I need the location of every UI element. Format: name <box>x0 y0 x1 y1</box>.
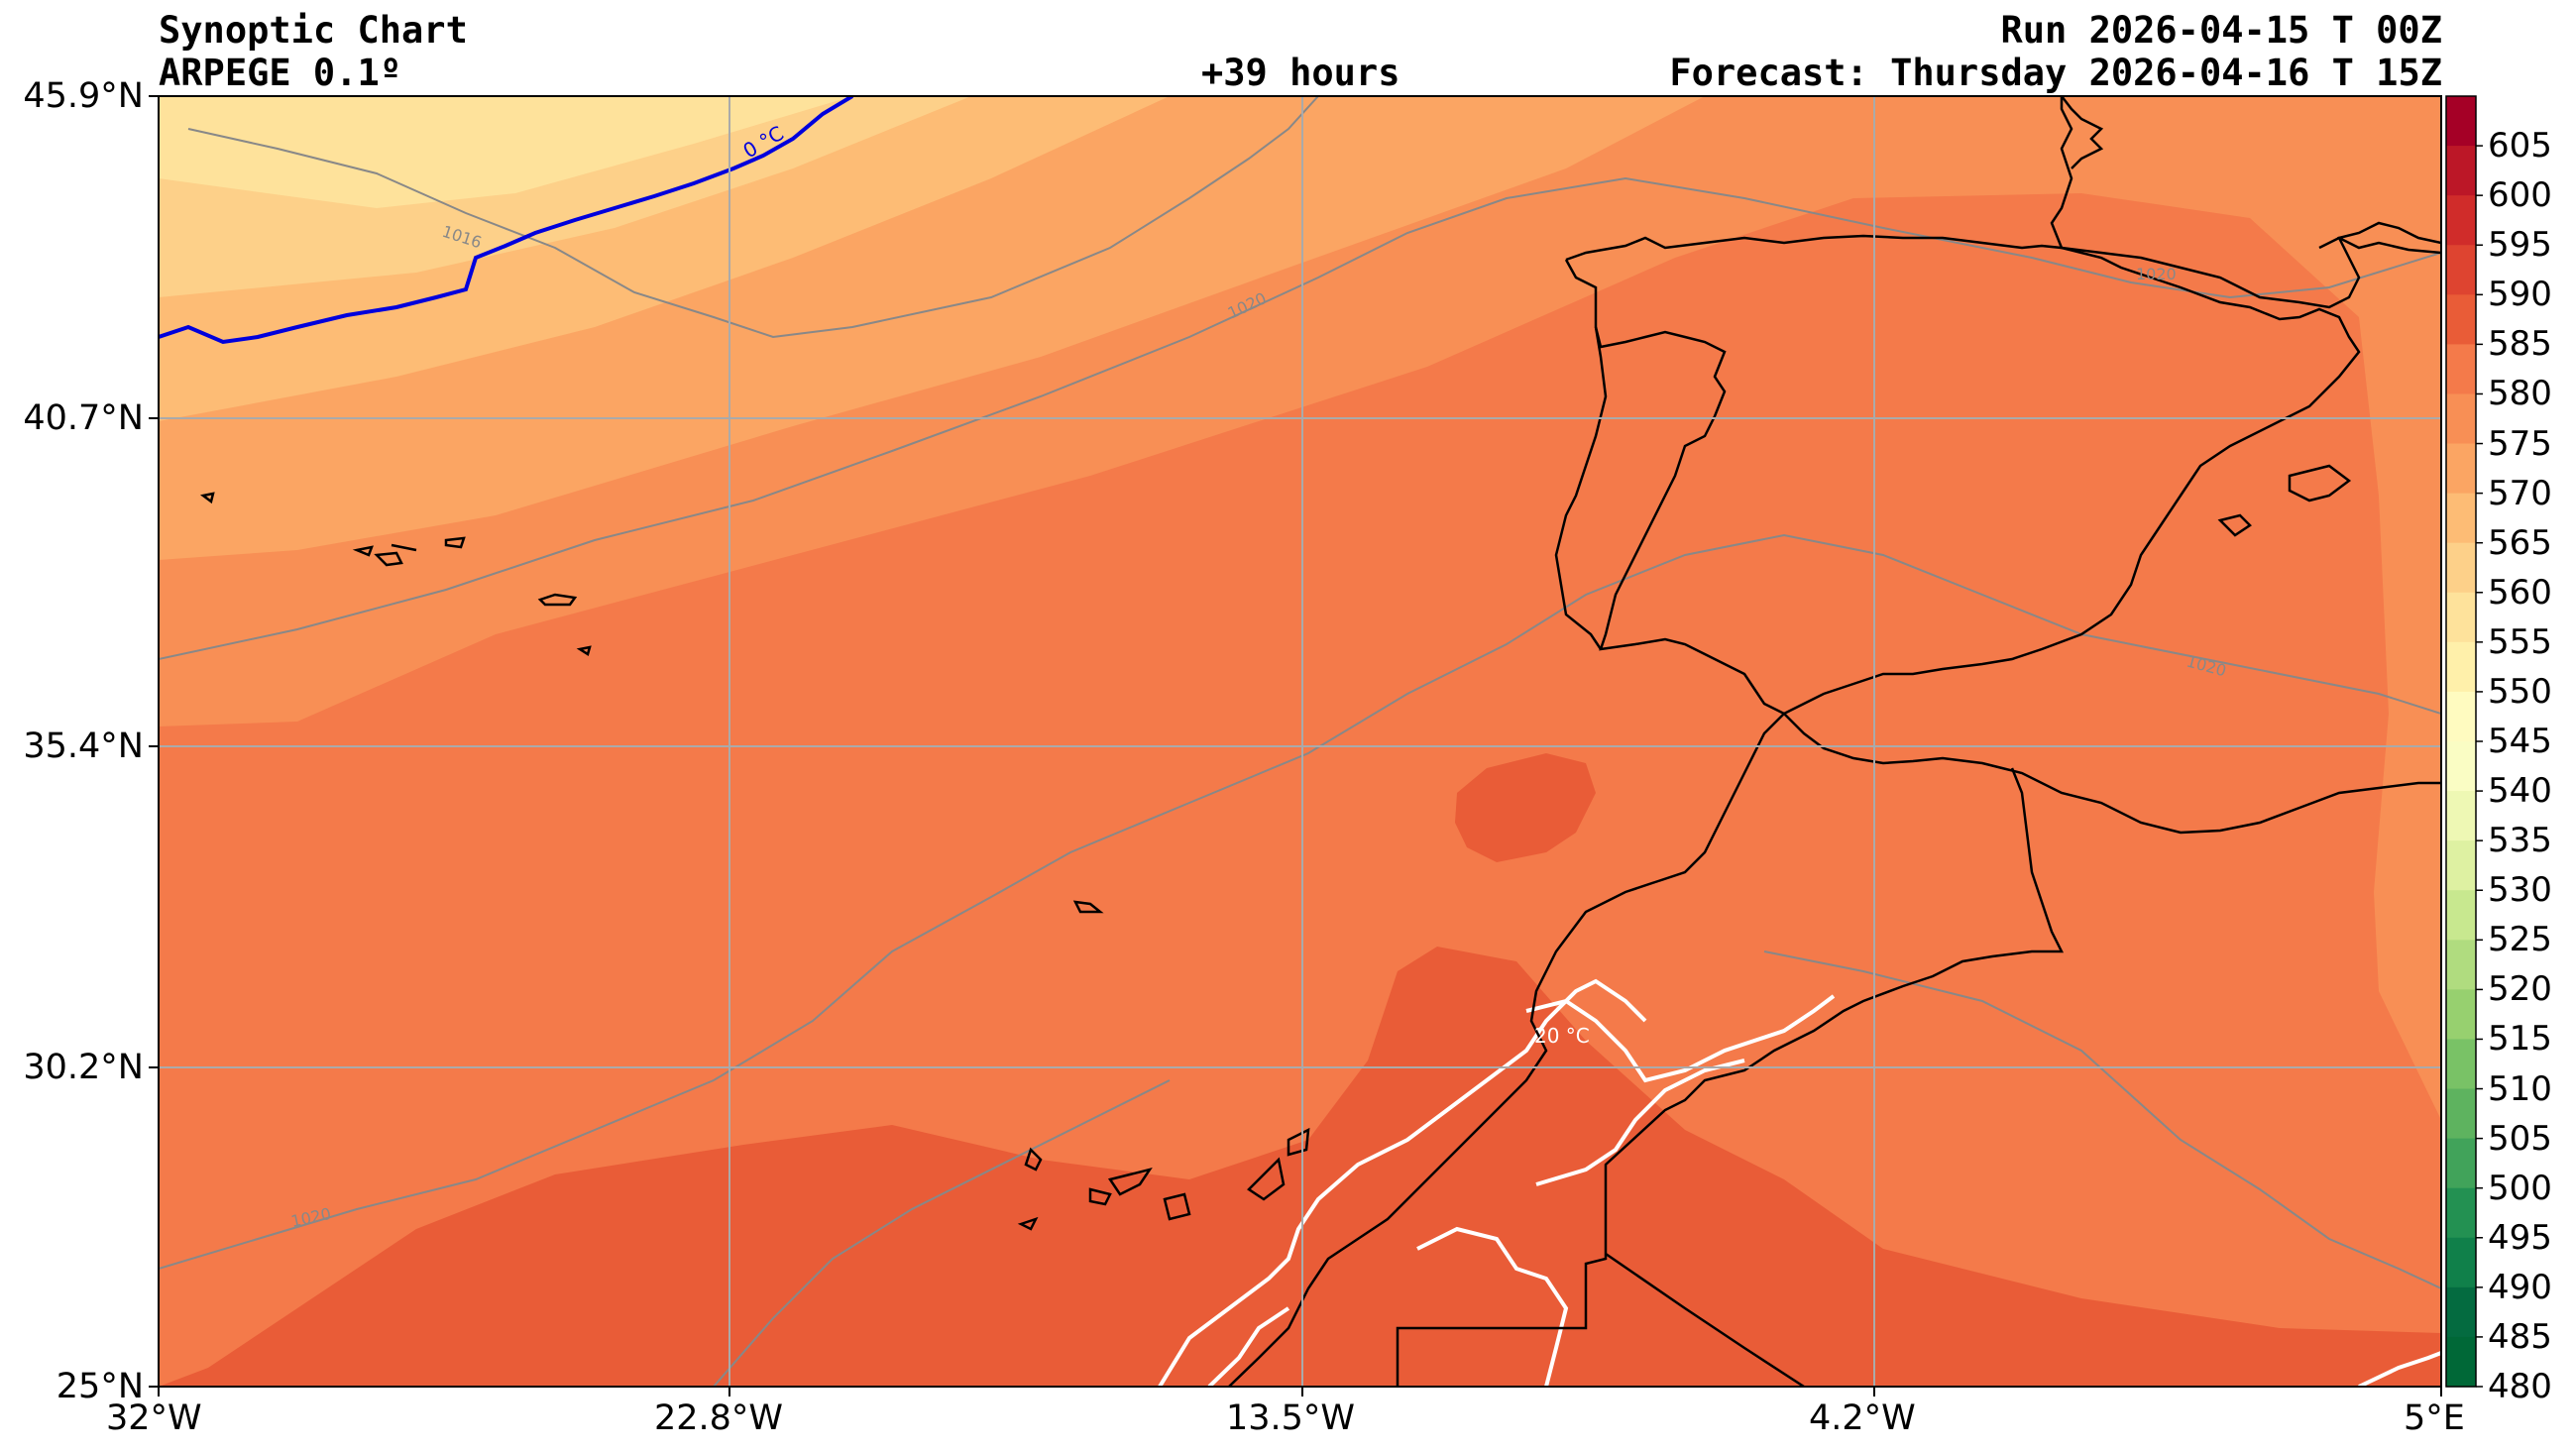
forecast-time: Forecast: Thursday 2026-04-16 T 15Z <box>1669 52 2442 94</box>
colorbar-label: 495 <box>2488 1217 2552 1258</box>
lon-label-32w: 32°W <box>106 1398 202 1438</box>
field-band-555 <box>159 96 852 208</box>
colorbar-segment <box>2446 1286 2476 1338</box>
colorbar-segment <box>2446 1237 2476 1288</box>
colorbar-label: 525 <box>2488 920 2552 960</box>
lead-time: +39 hours <box>1201 52 1400 94</box>
lat-label-45-9: 45.9°N <box>23 76 144 116</box>
colorbar-segment <box>2446 1088 2476 1140</box>
isobar-1016 <box>187 96 1319 339</box>
colorbar-label: 480 <box>2488 1367 2552 1406</box>
isobar-1020-label-ne: 1020 <box>2136 265 2177 283</box>
colorbar-segment <box>2446 791 2476 841</box>
colorbar-label: 545 <box>2488 722 2552 761</box>
colorbar-segment <box>2446 890 2476 941</box>
colorbar-segment <box>2446 641 2476 693</box>
colorbar-label: 515 <box>2488 1019 2552 1060</box>
colorbar-label: 500 <box>2488 1168 2552 1208</box>
colorbar-segment <box>2446 691 2476 742</box>
colorbar-segment <box>2446 592 2476 643</box>
colorbar-segment <box>2446 840 2476 891</box>
colorbar-label: 550 <box>2488 671 2552 712</box>
colorbar-label: 485 <box>2488 1316 2552 1357</box>
lon-label-4-2w: 4.2°W <box>1809 1398 1916 1438</box>
isotherm-twenty <box>1158 978 2441 1387</box>
lat-label-25: 25°N <box>56 1367 144 1406</box>
colorbar-label: 555 <box>2488 621 2552 662</box>
colorbar-segment <box>2446 96 2476 147</box>
lat-label-35-4: 35.4°N <box>23 726 144 766</box>
colorbar-segment <box>2446 195 2476 246</box>
chart-title: Synoptic Chart <box>159 9 468 52</box>
isobar-1020-southwest <box>713 1079 1171 1387</box>
colorbar-label: 560 <box>2488 572 2552 613</box>
colorbar-label: 510 <box>2488 1068 2552 1109</box>
colorbar-segment <box>2446 493 2476 544</box>
coast-iberia <box>1565 96 2073 262</box>
isobar-1020-north <box>159 176 2441 660</box>
lat-label-30-2: 30.2°N <box>23 1048 144 1087</box>
lat-label-40-7: 40.7°N <box>23 398 144 438</box>
colorbar-segment <box>2446 1138 2476 1189</box>
colorbar-label: 595 <box>2488 225 2552 266</box>
colorbar-segment <box>2446 344 2476 395</box>
colorbar-label: 605 <box>2488 126 2552 167</box>
map-frame <box>158 95 2442 1388</box>
colorbar-segment <box>2446 1336 2476 1388</box>
axis-ticks <box>149 95 2442 1396</box>
run-time: Run 2026-04-15 T 00Z <box>2000 9 2442 52</box>
lon-label-5e: 5°E <box>2404 1398 2465 1438</box>
colorbar-segment <box>2446 1187 2476 1239</box>
colorbar-label: 565 <box>2488 522 2552 563</box>
lon-label-13-5w: 13.5°W <box>1226 1398 1356 1438</box>
colorbar-label: 575 <box>2488 423 2552 464</box>
coastlines <box>200 96 2441 1387</box>
isobar-1020-east <box>1763 950 2441 1289</box>
colorbar-label: 585 <box>2488 324 2552 365</box>
colorbar-segment <box>2446 940 2476 990</box>
colorbar-segment <box>2446 542 2476 594</box>
colorbar-label: 520 <box>2488 969 2552 1010</box>
model-name: ARPEGE 0.1º <box>159 52 402 94</box>
graticule <box>159 96 2441 1387</box>
colorbar <box>2445 95 2483 1388</box>
colorbar-label: 580 <box>2488 374 2552 414</box>
field-band-585-blob <box>1455 753 1596 862</box>
colorbar-label: 530 <box>2488 870 2552 911</box>
colorbar-label: 590 <box>2488 275 2552 315</box>
colorbar-label: 535 <box>2488 821 2552 861</box>
coast-north-africa <box>1228 713 1785 1387</box>
colorbar-segment <box>2446 1039 2476 1090</box>
isotherm-zero <box>159 96 854 345</box>
colorbar-segment <box>2446 245 2476 295</box>
colorbar-segment <box>2446 146 2476 196</box>
colorbar-label: 490 <box>2488 1267 2552 1307</box>
colorbar-segment <box>2446 393 2476 445</box>
colorbar-segment <box>2446 294 2476 345</box>
isobar-1020-south <box>159 533 2441 1270</box>
colorbar-segment <box>2446 741 2476 792</box>
colorbar-segment <box>2446 989 2476 1041</box>
lon-label-22-8w: 22.8°W <box>654 1398 784 1438</box>
colorbar-label: 505 <box>2488 1118 2552 1159</box>
colorbar-label: 540 <box>2488 771 2552 812</box>
geopotential-field: 0 °C 20 °C 1016 1020 1020 1020 1020 <box>159 96 2441 1387</box>
isotherm-twenty-label: 20 °C <box>1534 1024 1590 1048</box>
colorbar-label: 600 <box>2488 175 2552 216</box>
colorbar-label: 570 <box>2488 473 2552 513</box>
colorbar-segment <box>2446 443 2476 495</box>
isobars <box>159 96 2441 1387</box>
